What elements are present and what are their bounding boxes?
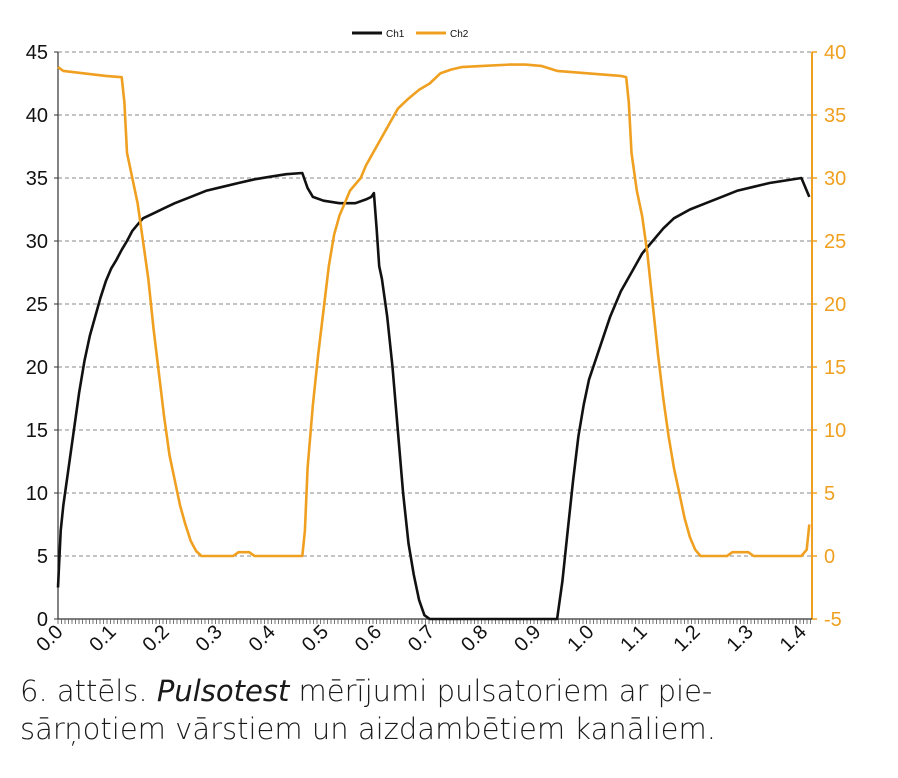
y-right-tick-label: -5 — [824, 609, 842, 631]
y-right-tick-label: 5 — [824, 483, 835, 505]
y-left-tick-label: 0 — [37, 609, 48, 631]
x-tick-label: 1.2 — [669, 621, 704, 656]
y-right-tick-label: 35 — [824, 105, 846, 127]
y-left-tick-label: 30 — [26, 231, 48, 253]
y-right-tick-label: 0 — [824, 546, 835, 568]
legend-label-ch2: Ch2 — [450, 29, 469, 40]
x-tick-label: 1.1 — [616, 621, 651, 656]
x-tick-label: 0.8 — [457, 621, 492, 656]
y-left-tick-label: 40 — [26, 105, 48, 127]
caption-line2: sārņotiem vārstiem un aizdambētiem kanāl… — [20, 712, 716, 746]
y-left-tick-label: 10 — [26, 483, 48, 505]
x-tick-label: 1.0 — [563, 621, 598, 656]
x-tick-label: 1.3 — [723, 621, 758, 656]
x-tick-label: 0.2 — [139, 621, 174, 656]
y-left-tick-label: 25 — [26, 294, 48, 316]
y-right-tick-label: 30 — [824, 168, 846, 190]
y-right-tick-label: 15 — [824, 357, 846, 379]
y-left-tick-label: 5 — [37, 546, 48, 568]
y-left-tick-label: 20 — [26, 357, 48, 379]
x-tick-label: 0.3 — [192, 621, 227, 656]
y-left-tick-label: 45 — [26, 42, 48, 64]
y-right-tick-label: 25 — [824, 231, 846, 253]
x-tick-label: 0.7 — [404, 621, 439, 656]
x-tick-label: 0.5 — [298, 621, 333, 656]
x-tick-label: 0.9 — [510, 621, 545, 656]
caption-italic-term: Pulsotest — [156, 674, 290, 708]
y-right-tick-label: 20 — [824, 294, 846, 316]
x-tick-label: 0.4 — [245, 621, 280, 656]
y-left-tick-label: 15 — [26, 420, 48, 442]
figure-caption: 6. attēls. Pulsotest mērījumi pulsatorie… — [20, 672, 880, 748]
legend-label-ch1: Ch1 — [386, 29, 405, 40]
y-left-tick-label: 35 — [26, 168, 48, 190]
y-right-tick-label: 10 — [824, 420, 846, 442]
x-tick-label: 0.6 — [351, 621, 386, 656]
series-line-ch2 — [57, 63, 811, 558]
caption-line1-rest: mērījumi pulsatoriem ar pie- — [298, 674, 713, 708]
x-tick-label: 1.4 — [776, 621, 811, 656]
caption-number: 6. attēls. — [20, 674, 148, 708]
y-right-tick-label: 40 — [824, 42, 846, 64]
x-tick-label: 0.1 — [85, 621, 120, 656]
